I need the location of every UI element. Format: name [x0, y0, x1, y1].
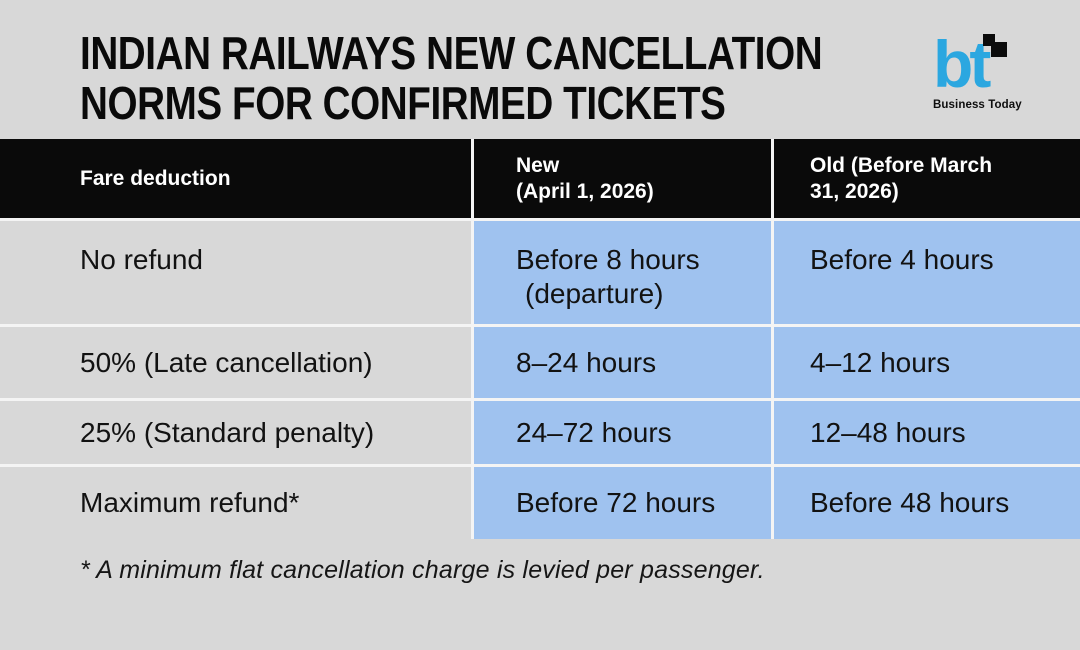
logo-caption: Business Today	[933, 99, 1022, 111]
header-new-line1: New	[516, 153, 560, 177]
cell-text: 25% (Standard penalty)	[80, 416, 375, 448]
cell-standard-penalty-new: 24–72 hours	[474, 401, 771, 464]
cell-no-refund-old: Before 4 hours	[774, 221, 1080, 324]
page-title-line1: INDIAN RAILWAYS NEW CANCELLATION	[80, 27, 823, 79]
cell-standard-penalty-fare: 25% (Standard penalty)	[0, 401, 471, 464]
cell-no-refund-fare: No refund	[0, 221, 471, 324]
header-fare-label: Fare deduction	[80, 166, 231, 190]
cell-text: Before 8 hours	[516, 244, 700, 275]
header-new-line2: (April 1, 2026)	[516, 179, 654, 203]
cell-text: 12–48 hours	[810, 416, 966, 448]
bt-monogram-icon: bt	[933, 31, 1011, 97]
cell-text: No refund	[80, 244, 203, 275]
business-today-logo: bt Business Today	[933, 31, 1033, 111]
footnote: * A minimum flat cancellation charge is …	[80, 556, 765, 584]
cell-text: Before 72 hours	[516, 487, 716, 518]
cell-no-refund-new: Before 8 hours (departure)	[474, 221, 771, 324]
cell-maximum-refund-old: Before 48 hours	[774, 467, 1080, 539]
header-old: Old (Before March 31, 2026)	[774, 139, 1080, 218]
header-old-line2: 31, 2026)	[810, 179, 899, 203]
bt-flag-icon	[983, 34, 1009, 58]
cell-late-cancellation-fare: 50% (Late cancellation)	[0, 327, 471, 398]
cell-text: Before 4 hours	[810, 244, 994, 275]
cell-standard-penalty-old: 12–48 hours	[774, 401, 1080, 464]
cell-text: 8–24 hours	[516, 346, 657, 378]
cancellation-norms-table: Fare deduction New (April 1, 2026) Old (…	[0, 139, 1080, 539]
header-new: New (April 1, 2026)	[474, 139, 771, 218]
cell-late-cancellation-new: 8–24 hours	[474, 327, 771, 398]
cell-late-cancellation-old: 4–12 hours	[774, 327, 1080, 398]
bt-monogram-text: bt	[933, 27, 991, 101]
header-old-line1: Old (Before March	[810, 153, 993, 177]
cell-maximum-refund-fare: Maximum refund*	[0, 467, 471, 539]
cell-maximum-refund-new: Before 72 hours	[474, 467, 771, 539]
cell-text: Before 48 hours	[810, 487, 1010, 518]
cell-text: 4–12 hours	[810, 346, 951, 378]
page-title-line2: NORMS FOR CONFIRMED TICKETS	[80, 77, 726, 129]
header-fare-deduction: Fare deduction	[0, 139, 471, 218]
cell-text-line2: (departure)	[525, 278, 664, 309]
cell-text: 24–72 hours	[516, 416, 672, 448]
cell-text: Maximum refund*	[80, 487, 300, 518]
page-title: INDIAN RAILWAYS NEW CANCELLATION NORMS F…	[80, 27, 823, 129]
cell-text: 50% (Late cancellation)	[80, 346, 373, 378]
